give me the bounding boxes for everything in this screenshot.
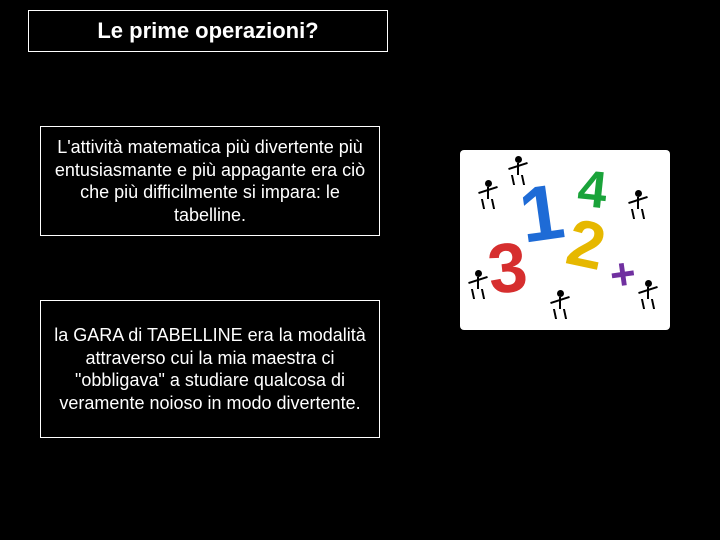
paragraph-1-text: L'attività matematica più divertente più… [51,136,369,226]
title-box: Le prime operazioni? [28,10,388,52]
slide-title: Le prime operazioni? [97,18,318,44]
digit-2: 2 [561,203,613,285]
illustration-inner: 4 1 2 3 + [460,150,670,330]
stick-figure [640,280,656,310]
digit-3: 3 [484,226,531,310]
paragraph-2-box: la GARA di TABELLINE era la modalità att… [40,300,380,438]
stick-figure [480,180,496,210]
stick-figure [510,156,526,186]
stick-figure [552,290,568,320]
paragraph-2-text: la GARA di TABELLINE era la modalità att… [51,324,369,414]
paragraph-1-box: L'attività matematica più divertente più… [40,126,380,236]
numbers-illustration: 4 1 2 3 + [460,150,670,330]
plus-sign: + [607,248,639,301]
stick-figure [470,270,486,300]
stick-figure [630,190,646,220]
